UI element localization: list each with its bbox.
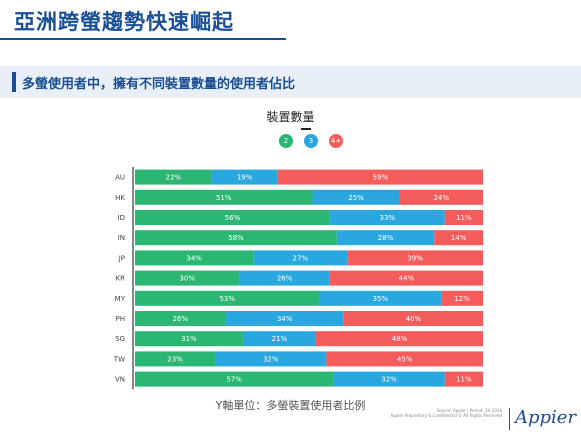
bar-sg-4plus xyxy=(315,331,483,347)
source-line: Source: Appier | Period: 1H 2016 xyxy=(436,408,502,413)
data-label-vn-3: 32% xyxy=(381,376,397,384)
data-label-kr-4plus: 44% xyxy=(399,275,415,283)
data-label-hk-3: 25% xyxy=(348,194,364,202)
data-label-my-3: 35% xyxy=(373,295,389,303)
bar-vn-2 xyxy=(135,371,334,387)
category-label-ph: PH xyxy=(116,315,126,323)
legend-title-underline xyxy=(301,128,311,130)
category-label-in: IN xyxy=(118,234,125,242)
bar-au-4plus xyxy=(277,169,483,185)
bar-vn-4plus xyxy=(444,371,483,387)
bar-hk-4plus xyxy=(399,189,483,205)
bar-sg-3 xyxy=(242,331,316,347)
bar-jp-4plus xyxy=(347,250,483,266)
bar-au-2 xyxy=(135,169,212,185)
bar-kr-2 xyxy=(135,270,240,286)
data-label-ph-3: 34% xyxy=(277,315,293,323)
bar-my-3 xyxy=(319,290,442,306)
bar-my-4plus xyxy=(441,290,483,306)
category-label-hk: HK xyxy=(115,194,125,202)
bar-id-4plus xyxy=(444,210,483,225)
subtitle-accent-bar xyxy=(12,72,16,92)
bar-kr-4plus xyxy=(329,270,483,286)
data-label-sg-4plus: 48% xyxy=(392,335,408,343)
source-note: Source: Appier | Period: 1H 2016 Appier … xyxy=(391,408,502,418)
bar-tw-2 xyxy=(135,351,216,367)
category-label-kr: KR xyxy=(116,275,126,283)
bar-jp-2 xyxy=(135,250,254,266)
logo-divider xyxy=(509,408,510,430)
bar-ph-4plus xyxy=(343,311,483,326)
category-label-au: AU xyxy=(115,174,125,182)
data-label-kr-2: 30% xyxy=(179,275,195,283)
chart-legend: 2 3 4+ xyxy=(0,134,581,148)
data-label-id-4plus: 11% xyxy=(456,214,472,222)
data-label-tw-4plus: 45% xyxy=(397,355,413,363)
bar-tw-4plus xyxy=(326,351,483,367)
data-label-my-4plus: 12% xyxy=(454,295,470,303)
axis-unit-footnote: Y軸單位：多螢裝置使用者比例 xyxy=(215,399,366,412)
legend-title: 裝置數量 xyxy=(266,110,315,124)
bar-hk-2 xyxy=(135,189,313,205)
bar-my-2 xyxy=(135,290,320,306)
category-label-vn: VN xyxy=(115,376,125,384)
data-label-jp-4plus: 39% xyxy=(407,254,423,262)
data-label-au-3: 19% xyxy=(237,174,253,182)
legend-item-4plus: 4+ xyxy=(329,134,343,148)
category-label-sg: SG xyxy=(115,335,125,343)
category-label-my: MY xyxy=(115,295,126,303)
data-label-ph-2: 26% xyxy=(172,315,188,323)
bar-jp-3 xyxy=(253,250,348,266)
data-label-jp-2: 34% xyxy=(186,254,202,262)
data-label-my-2: 53% xyxy=(219,295,235,303)
bar-tw-3 xyxy=(215,351,327,367)
data-label-tw-2: 23% xyxy=(167,355,183,363)
category-label-jp: JP xyxy=(118,254,125,262)
category-label-tw: TW xyxy=(113,355,125,363)
copyright-line: Appier Proprietary & Confidential © All … xyxy=(390,413,502,418)
data-label-sg-2: 31% xyxy=(181,335,197,343)
data-label-kr-3: 26% xyxy=(277,275,293,283)
bar-hk-3 xyxy=(312,189,400,205)
bar-ph-2 xyxy=(135,311,226,326)
bar-in-4plus xyxy=(434,230,483,246)
data-label-tw-3: 32% xyxy=(263,355,279,363)
data-label-hk-4plus: 24% xyxy=(433,194,449,202)
data-label-au-4plus: 59% xyxy=(373,174,389,182)
page-title: 亞洲跨螢趨勢快速崛起 xyxy=(14,10,234,34)
chart-subtitle: 多螢使用者中，擁有不同裝置數量的使用者佔比 xyxy=(22,77,296,92)
data-label-in-4plus: 14% xyxy=(451,234,467,242)
title-underline xyxy=(0,38,286,40)
legend-item-3: 3 xyxy=(304,134,318,148)
data-label-id-2: 56% xyxy=(225,214,241,222)
bar-in-2 xyxy=(135,230,337,246)
data-label-vn-4plus: 11% xyxy=(456,376,472,384)
bar-id-3 xyxy=(329,210,445,225)
data-label-vn-2: 57% xyxy=(226,376,242,384)
data-label-jp-3: 27% xyxy=(293,254,309,262)
data-label-id-3: 33% xyxy=(380,214,396,222)
data-label-in-3: 28% xyxy=(378,234,394,242)
bar-kr-3 xyxy=(239,270,330,286)
bar-in-3 xyxy=(336,230,435,246)
bar-vn-3 xyxy=(333,371,445,387)
bar-ph-3 xyxy=(225,311,344,326)
data-label-sg-3: 21% xyxy=(272,335,288,343)
legend-item-2: 2 xyxy=(279,134,293,148)
data-label-in-2: 58% xyxy=(228,234,244,242)
category-label-id: ID xyxy=(118,214,125,222)
data-label-au-2: 22% xyxy=(165,174,181,182)
bar-au-3 xyxy=(211,169,278,185)
data-label-hk-2: 51% xyxy=(216,194,232,202)
subtitle-panel: 多螢使用者中，擁有不同裝置數量的使用者佔比 xyxy=(0,66,581,98)
bar-id-2 xyxy=(135,210,330,225)
data-label-ph-4plus: 40% xyxy=(406,315,422,323)
bar-sg-2 xyxy=(135,331,243,347)
appier-logo: Appier xyxy=(515,407,577,428)
